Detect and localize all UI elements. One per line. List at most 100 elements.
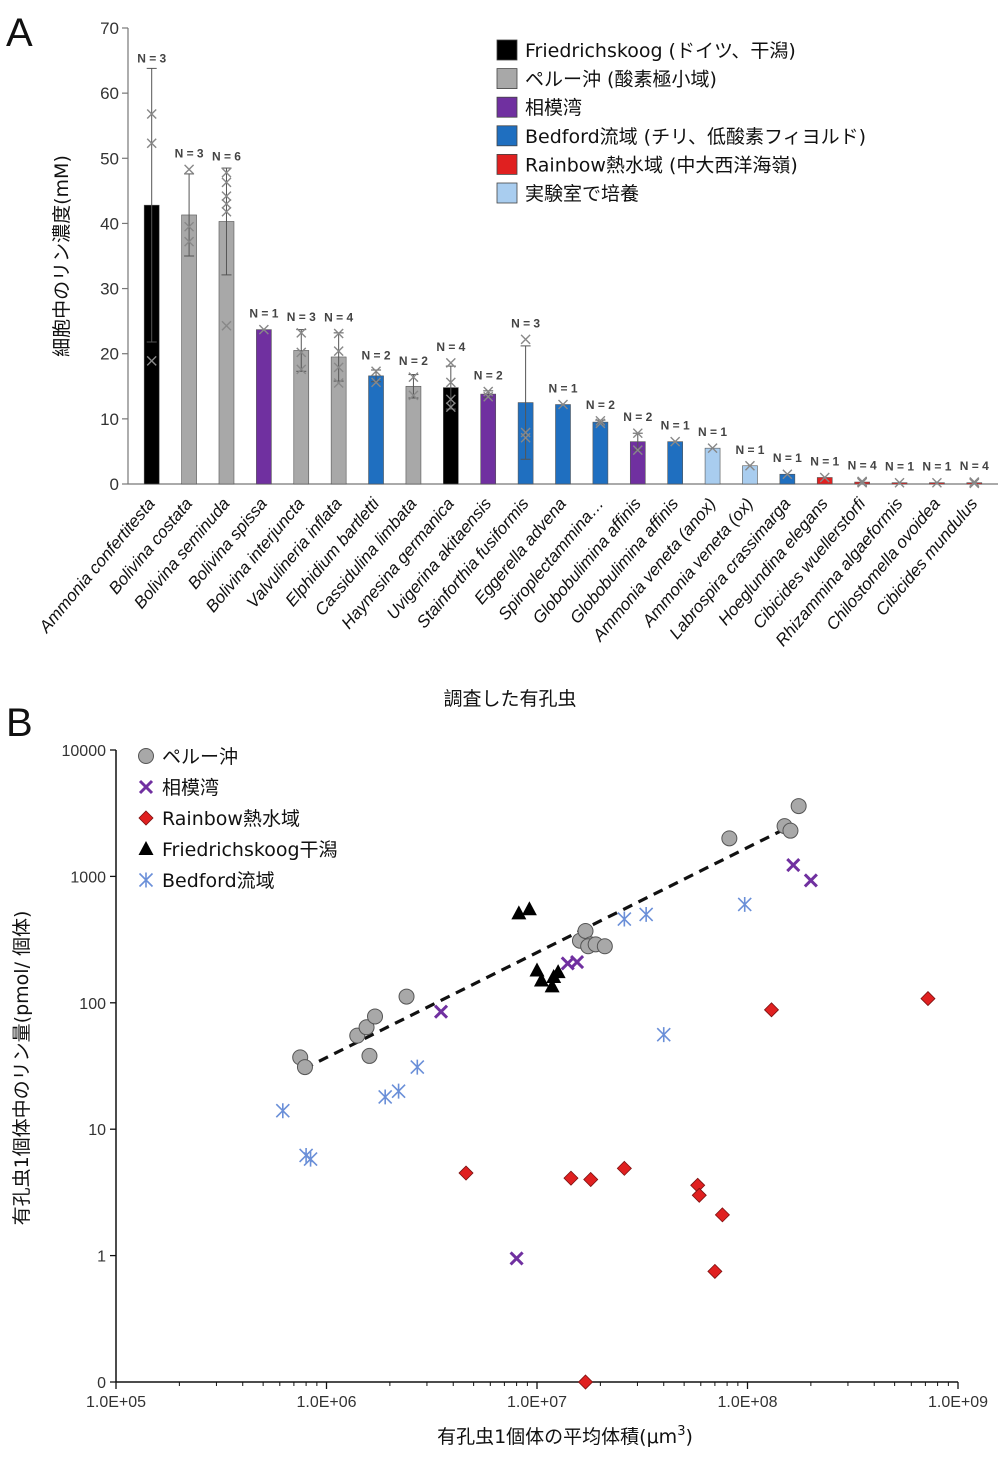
data-point bbox=[361, 1047, 378, 1064]
data-point bbox=[550, 964, 566, 979]
individual-point bbox=[445, 357, 456, 368]
n-label: N = 1 bbox=[661, 419, 690, 433]
individual-point bbox=[221, 198, 232, 209]
legend-label: Bedford流域 bbox=[162, 870, 275, 892]
individual-point bbox=[445, 377, 456, 388]
x-tick-label: 1.0E+08 bbox=[717, 1394, 777, 1411]
y-tick-label: 0 bbox=[110, 475, 119, 494]
data-point bbox=[544, 978, 560, 993]
y-tick-label: 40 bbox=[100, 214, 119, 233]
individual-point bbox=[221, 177, 232, 188]
data-point bbox=[737, 896, 752, 912]
data-point bbox=[763, 1002, 780, 1018]
data-point bbox=[303, 1151, 318, 1167]
legend-swatch bbox=[496, 39, 518, 61]
individual-point bbox=[520, 334, 531, 345]
individual-point bbox=[558, 399, 568, 410]
n-label: N = 1 bbox=[922, 460, 951, 474]
panel-b-axes: 0 1 10 100 1000 10000 1.0E+05 1.0E+06 1.0E+07 1.0… bbox=[62, 743, 989, 1411]
bar bbox=[667, 441, 683, 485]
individual-point bbox=[670, 436, 681, 447]
legend-swatch bbox=[496, 125, 518, 147]
bar bbox=[779, 473, 796, 485]
individual-point bbox=[221, 167, 232, 178]
panel-b-x-axis-title-main: 有孔虫1個体の平均体積(μm bbox=[437, 1426, 677, 1448]
bar bbox=[704, 447, 721, 485]
data-point bbox=[656, 1027, 671, 1043]
data-point bbox=[583, 1171, 599, 1188]
data-point bbox=[529, 962, 545, 977]
individual-point bbox=[595, 415, 606, 426]
legend-label: Friedrichskoog干潟 bbox=[162, 839, 338, 861]
individual-point bbox=[258, 324, 269, 335]
legend-label: Friedrichskoog (ドイツ、干潟) bbox=[525, 40, 796, 62]
data-point bbox=[616, 1160, 632, 1176]
data-point bbox=[617, 911, 632, 927]
n-label: N = 2 bbox=[362, 348, 391, 362]
legend-label: Bedford流域 (チリ、低酸素フィヨルド) bbox=[525, 126, 866, 148]
individual-point bbox=[408, 372, 419, 383]
individual-point bbox=[371, 377, 382, 388]
n-label: N = 3 bbox=[287, 310, 316, 324]
panel-b-x-axis-title-sup: 3 bbox=[677, 1424, 685, 1439]
trendline bbox=[303, 824, 792, 1071]
data-point bbox=[803, 873, 818, 888]
data-point bbox=[570, 955, 585, 970]
individual-point bbox=[296, 364, 307, 375]
y-tick-label: 20 bbox=[100, 345, 119, 364]
data-point bbox=[691, 1187, 707, 1203]
legend-label: 実験室で培養 bbox=[525, 183, 639, 205]
bar bbox=[480, 393, 497, 485]
data-point bbox=[782, 822, 799, 839]
individual-point bbox=[445, 402, 456, 413]
individual-point bbox=[333, 378, 344, 389]
y-tick-label: 1 bbox=[97, 1249, 106, 1266]
data-point bbox=[521, 901, 537, 916]
n-label: N = 4 bbox=[848, 458, 877, 472]
individual-point bbox=[408, 390, 419, 401]
legend-marker bbox=[138, 779, 154, 795]
data-point bbox=[721, 830, 738, 847]
legend-marker bbox=[138, 748, 154, 764]
individual-point bbox=[483, 386, 494, 397]
n-label: N = 1 bbox=[885, 460, 914, 474]
panel-a-label: A bbox=[6, 11, 33, 55]
data-point bbox=[275, 1103, 290, 1119]
individual-point bbox=[819, 472, 830, 483]
y-tick-label: 70 bbox=[100, 19, 119, 38]
y-tick-label: 30 bbox=[100, 280, 119, 299]
bar bbox=[405, 385, 422, 485]
individual-point bbox=[445, 394, 456, 405]
data-point bbox=[639, 906, 654, 922]
y-tick-label: 0 bbox=[97, 1375, 106, 1392]
n-label: N = 4 bbox=[960, 459, 989, 473]
n-label: N = 1 bbox=[810, 454, 839, 468]
individual-point bbox=[221, 320, 232, 331]
n-label: N = 2 bbox=[399, 354, 428, 368]
y-tick-label: 10 bbox=[100, 410, 119, 429]
panel-a-y-axis-title: 細胞中のリン濃度(mM) bbox=[51, 155, 73, 357]
panel-b-points bbox=[275, 798, 936, 1390]
n-label: N = 2 bbox=[586, 398, 615, 412]
panel-a-x-axis-title: 調査した有孔虫 bbox=[443, 688, 576, 710]
individual-point bbox=[707, 443, 718, 454]
individual-point bbox=[184, 221, 195, 232]
y-tick-label: 60 bbox=[100, 84, 119, 103]
individual-point bbox=[371, 366, 382, 377]
data-point bbox=[358, 1019, 375, 1036]
n-label: N = 4 bbox=[436, 340, 465, 354]
data-point bbox=[920, 991, 936, 1007]
panel-a-legend: Friedrichskoog (ドイツ、干潟) ペルー沖 (酸素極小域) 相模湾 Be… bbox=[496, 39, 866, 205]
x-tick-label: 1.0E+06 bbox=[296, 1394, 356, 1411]
n-label: N = 1 bbox=[735, 443, 764, 457]
individual-point bbox=[632, 445, 643, 456]
legend-label: 相模湾 bbox=[162, 777, 219, 799]
legend-label: 相模湾 bbox=[525, 97, 582, 119]
individual-point bbox=[221, 191, 232, 202]
y-tick-label: 100 bbox=[79, 996, 106, 1013]
individual-point bbox=[632, 428, 643, 439]
n-label: N = 3 bbox=[137, 51, 166, 65]
